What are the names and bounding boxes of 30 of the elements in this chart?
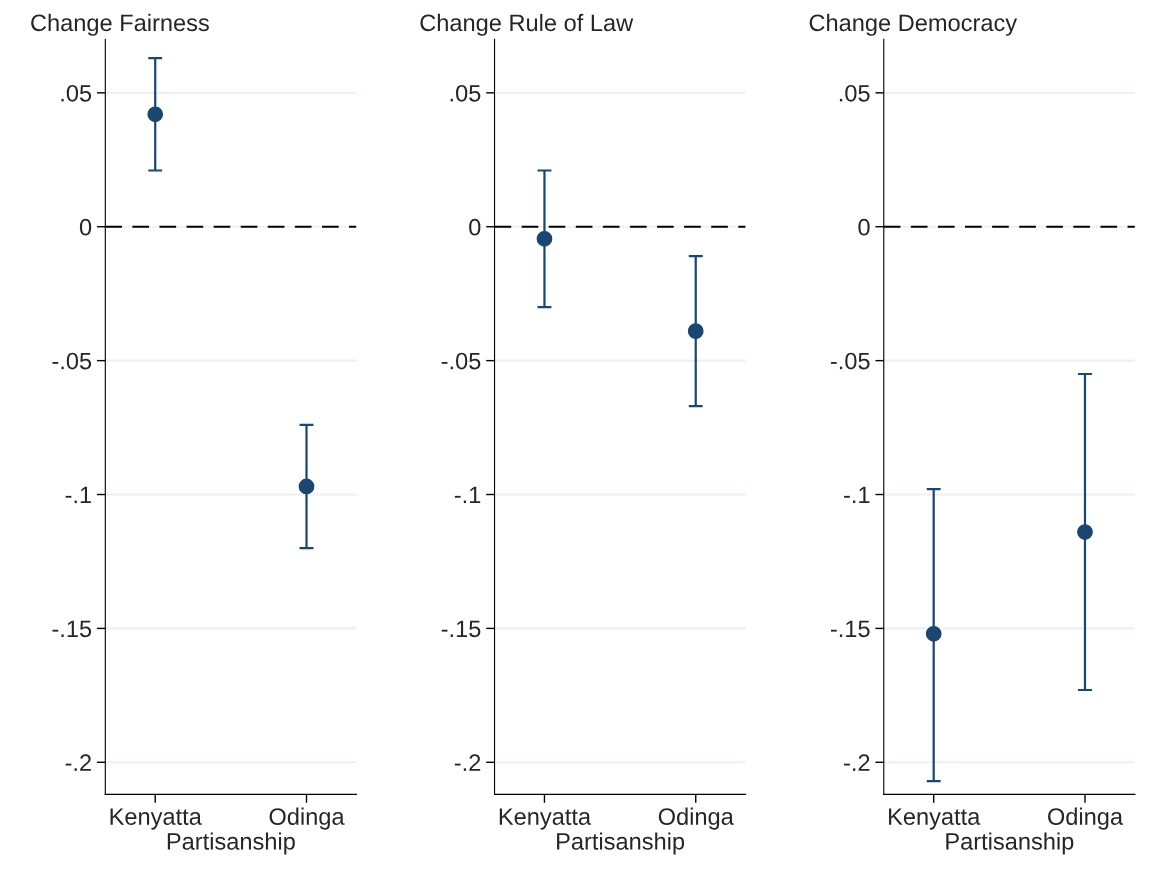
x-axis-title: Partisanship (946, 832, 1074, 855)
x-tick-label: Odinga (658, 807, 734, 830)
y-tick-label: -.15 (830, 620, 870, 638)
y-tick-label: -.05 (52, 352, 92, 370)
y-tick-label: 0 (79, 218, 92, 236)
chart-title: Change Rule of Law (420, 13, 634, 36)
x-tick-label: Kenyatta (889, 808, 981, 830)
y-tick-label: -.15 (441, 620, 481, 638)
x-axis-title: Partisanship (557, 832, 685, 855)
y-tick-label: -.1 (65, 486, 91, 504)
chart-title: Change Fairness (31, 13, 209, 36)
x-tick-label: Odinga (1048, 807, 1124, 830)
y-tick-label: -.15 (52, 620, 92, 638)
y-tick-label: 0 (469, 218, 481, 236)
chart-title: Change Democracy (809, 13, 1018, 36)
y-tick-label: -.05 (441, 352, 481, 370)
y-tick-label: -.1 (454, 486, 481, 504)
x-tick-label: Odinga (269, 807, 345, 830)
y-tick-label: -.2 (844, 754, 870, 771)
y-tick-label: .05 (61, 84, 92, 102)
y-tick-label: 0 (858, 218, 870, 236)
y-tick-label: -.2 (454, 754, 481, 771)
y-tick-label: .05 (839, 84, 870, 102)
y-tick-label: -.1 (844, 486, 870, 504)
y-tick-label: -.05 (830, 352, 870, 370)
y-tick-label: .05 (450, 84, 481, 102)
x-axis-title: Partisanship (167, 832, 295, 855)
x-tick-label: Kenyatta (499, 808, 592, 830)
y-tick-label: -.2 (65, 754, 91, 771)
x-tick-label: Kenyatta (110, 808, 202, 830)
